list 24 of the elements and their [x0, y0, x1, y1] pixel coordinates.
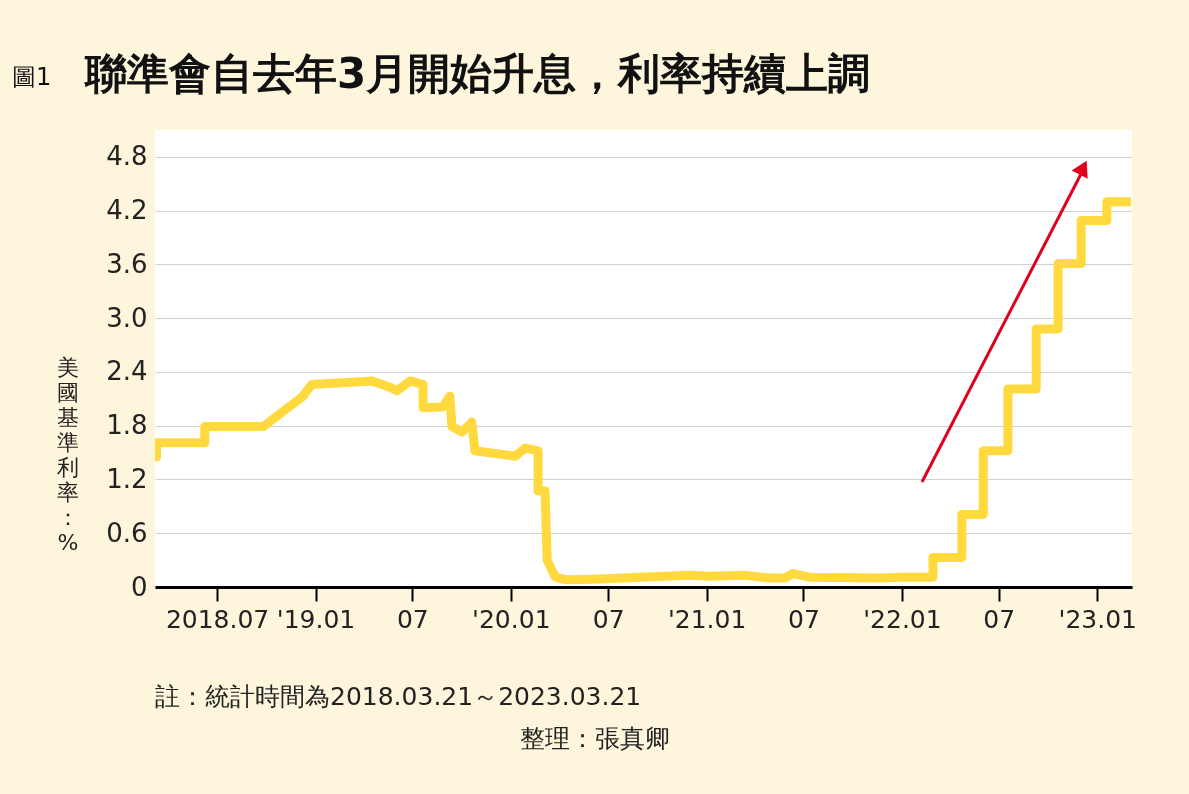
y-tick-label: 3.6 — [106, 248, 148, 279]
y-tick-label: 4.8 — [106, 141, 148, 172]
y-axis-title: 美國基準利率：% — [57, 355, 79, 555]
y-tick-label: 1.8 — [106, 410, 148, 441]
text: 註：統計時間為2018.03.21～2023.03.21 — [155, 682, 642, 711]
text: 整理：張真卿 — [520, 724, 670, 753]
y-tick-label: 0.6 — [106, 517, 148, 548]
x-tick-label: 07 — [983, 604, 1016, 634]
x-tick-label: '23.01 — [1058, 604, 1137, 634]
y-tick-label: 4.2 — [106, 195, 148, 226]
x-tick-label: '21.01 — [667, 604, 747, 634]
x-tick-label: '20.01 — [472, 604, 551, 634]
x-tick-label: '19.01 — [276, 604, 356, 634]
y-tick-label: 2.4 — [106, 356, 148, 387]
x-tick-label: 2018.07 — [165, 604, 270, 634]
chart-title: 聯準會自去年3月開始升息，利率持續上調 — [83, 49, 871, 98]
y-tick-label: 3.0 — [106, 302, 148, 333]
x-tick-label: 07 — [396, 604, 429, 634]
x-tick-label: '22.01 — [863, 604, 942, 634]
y-tick-label: 0 — [130, 571, 148, 602]
y-tick-label: 1.2 — [106, 463, 148, 494]
x-tick-label: 07 — [788, 604, 820, 634]
caption: 圖1 — [12, 63, 52, 91]
x-tick-label: 07 — [592, 604, 625, 634]
